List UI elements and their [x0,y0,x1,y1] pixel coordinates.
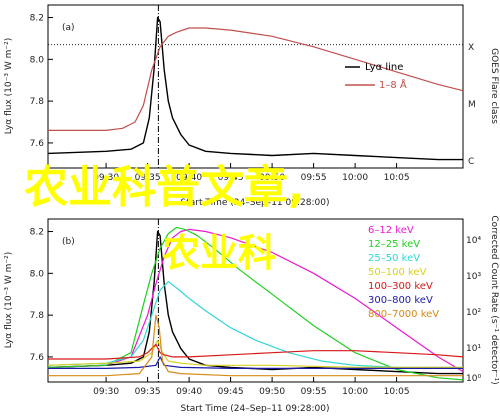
x-tick-label: 10:05 [384,173,410,183]
y-tick-label: 8.0 [30,269,45,279]
watermark-small: 农业科 [162,231,276,275]
panel-b-count-ticks: 10⁴ 10³ 10² 10¹ 10⁰ [466,236,481,384]
panel-b: 7.6 7.8 8.0 8.2 09:30 09:35 09:40 09:45 09:50 09:… [4,215,499,414]
x-tick-label: 09:35 [135,173,161,183]
series-line-1-8- [48,27,464,131]
panel-a-xlabel: Start Time (24–Sep–11 09:28:00) [181,198,330,208]
panel-a-right-axis-label: GOES Flare class [489,48,499,124]
x-tick-label: 09:30 [93,173,119,183]
panel-a-flare-classes: X M C [468,43,476,167]
panel-a: 7.6 7.8 8.0 8.2 09:30 09:35 09:40 09:45 09:50 09:… [4,4,499,208]
x-tick-label: 09:40 [176,387,202,397]
y-tick-label: 7.8 [30,311,45,321]
y-tick-label: 7.6 [30,139,45,149]
panel-b-axes: 7.6 7.8 8.0 8.2 09:30 09:35 09:40 09:45 09:50 09:… [30,228,410,397]
x-tick-label: 09:35 [135,387,161,397]
panel-a-legend: Lyα line 1–8 Å [365,62,407,91]
x-tick-label: 09:55 [301,387,327,397]
x-tick-label: 10:00 [342,387,368,397]
panel-b-xlabel: Start Time (24–Sep–11 09:28:00) [181,404,330,414]
x-tick-label: 09:45 [218,387,244,397]
panel-b-ylabel: Lyα flux (10⁻³ W m⁻²) [4,252,14,348]
panel-b-legend: 6–12 keV 12–25 keV 25–50 keV 50–100 keV … [368,225,439,320]
y-tick-label: 8.2 [30,14,44,24]
legend-b-50-100: 50–100 keV [368,267,427,278]
panel-a-series [47,5,464,168]
flare-class-m: M [468,100,476,110]
series-line-100-300-kev [48,343,464,360]
flare-class-c: C [468,157,474,167]
series-line-6-12-kev [47,228,464,373]
panel-b-right-axis-label: Corrected Count Rate (s⁻¹ detector⁻¹) [489,215,499,384]
legend-a-lya: Lyα line [365,62,403,73]
y-tick-label: 8.2 [30,228,44,238]
count-tick-1e0: 10⁰ [466,374,481,384]
series-line-800-7000-kev [48,314,463,377]
legend-a-1-8a: 1–8 Å [379,78,407,91]
flare-class-x: X [468,43,474,53]
y-tick-label: 7.6 [30,353,45,363]
watermark-large: 农业科普文章, [24,162,305,213]
y-tick-label: 8.0 [30,55,45,65]
x-tick-label: 09:50 [259,387,285,397]
legend-b-100-300: 100–300 keV [368,281,433,292]
panel-b-label: (b) [62,237,75,247]
panel-a-label: (a) [62,23,75,33]
legend-b-300-800: 300–800 keV [368,295,433,306]
panel-a-axes: 7.6 7.8 8.0 8.2 09:30 09:35 09:40 09:45 09:50 09:… [30,14,410,183]
series-line-25-50-kev [47,281,463,368]
count-tick-1e1: 10¹ [466,344,481,354]
count-tick-1e3: 10³ [466,272,481,282]
y-tick-label: 7.8 [30,97,45,107]
series-line-ly-line [47,16,463,161]
legend-b-25-50: 25–50 keV [368,253,420,264]
x-tick-label: 09:50 [259,173,285,183]
legend-b-800-7000: 800–7000 keV [368,309,439,320]
series-line-50-100-kev [47,339,463,368]
panel-a-ylabel: Lyα flux (10⁻³ W m⁻²) [4,38,14,134]
count-tick-1e4: 10⁴ [466,236,481,246]
x-tick-label: 09:45 [218,173,244,183]
series-line-12-25-kev [47,226,464,381]
x-tick-label: 09:30 [93,387,119,397]
x-tick-label: 09:40 [176,173,202,183]
x-tick-label: 09:55 [301,173,327,183]
panel-a-plot-frame [47,4,464,169]
count-tick-1e2: 10² [466,308,481,318]
panel-b-series [47,219,464,382]
legend-b-12-25: 12–25 keV [368,239,420,250]
x-tick-label: 10:05 [384,387,410,397]
x-tick-label: 10:00 [342,173,368,183]
legend-b-6-12: 6–12 keV [368,225,414,236]
